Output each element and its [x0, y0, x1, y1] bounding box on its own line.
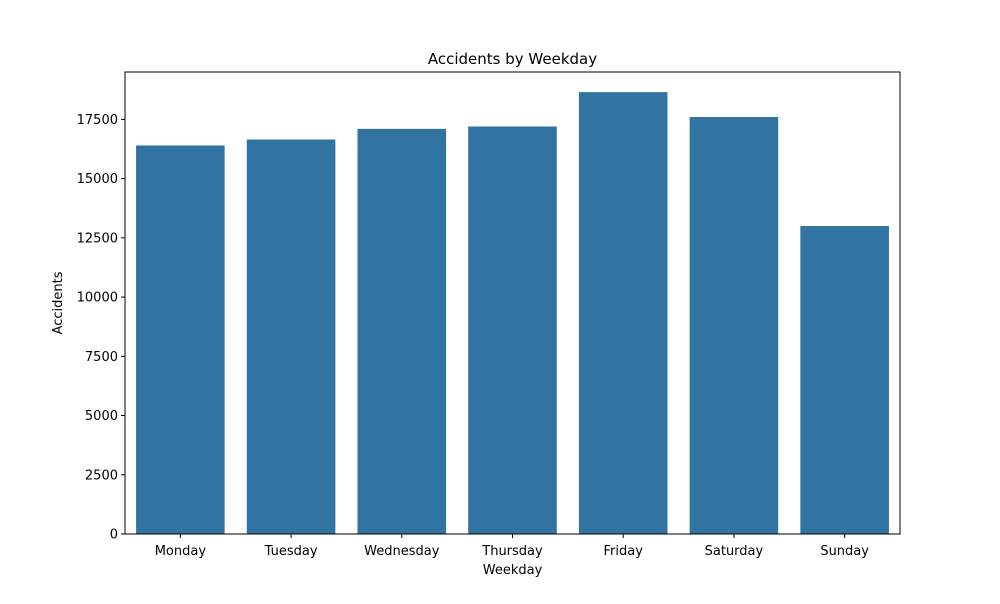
x-tick-label: Saturday — [705, 544, 764, 559]
x-tick-label: Monday — [155, 544, 207, 559]
y-tick-label: 5000 — [85, 409, 118, 424]
bar-thursday — [468, 126, 557, 535]
y-tick-label: 7500 — [85, 350, 118, 365]
bar-friday — [578, 92, 668, 534]
bars-group — [136, 92, 889, 535]
y-tick-label: 0 — [110, 528, 118, 543]
bar-saturday — [689, 117, 779, 535]
x-tick-label: Friday — [604, 544, 644, 559]
x-axis-label: Weekday — [483, 563, 543, 578]
x-tick-label: Thursday — [481, 544, 543, 559]
x-tick-label: Wednesday — [364, 544, 440, 559]
y-tick-label: 10000 — [77, 291, 118, 306]
y-tick-label: 2500 — [85, 468, 118, 483]
y-tick-label: 15000 — [77, 172, 118, 187]
x-tick-label: Tuesday — [264, 544, 318, 559]
y-tick-label: 12500 — [77, 231, 118, 246]
y-ticks-group: 0 2500 5000 7500 10000 12500 15000 17500 — [77, 113, 125, 543]
bar-sunday — [800, 226, 889, 534]
y-tick-label: 17500 — [77, 113, 118, 128]
y-axis-label: Accidents — [51, 271, 66, 334]
chart-title: Accidents by Weekday — [428, 50, 597, 68]
x-ticks-group: Monday Tuesday Wednesday Thursday Friday Satu… — [155, 534, 869, 559]
bar-monday — [136, 145, 225, 534]
bar-wednesday — [357, 128, 447, 535]
x-tick-label: Sunday — [820, 544, 869, 559]
bar-tuesday — [246, 139, 336, 534]
